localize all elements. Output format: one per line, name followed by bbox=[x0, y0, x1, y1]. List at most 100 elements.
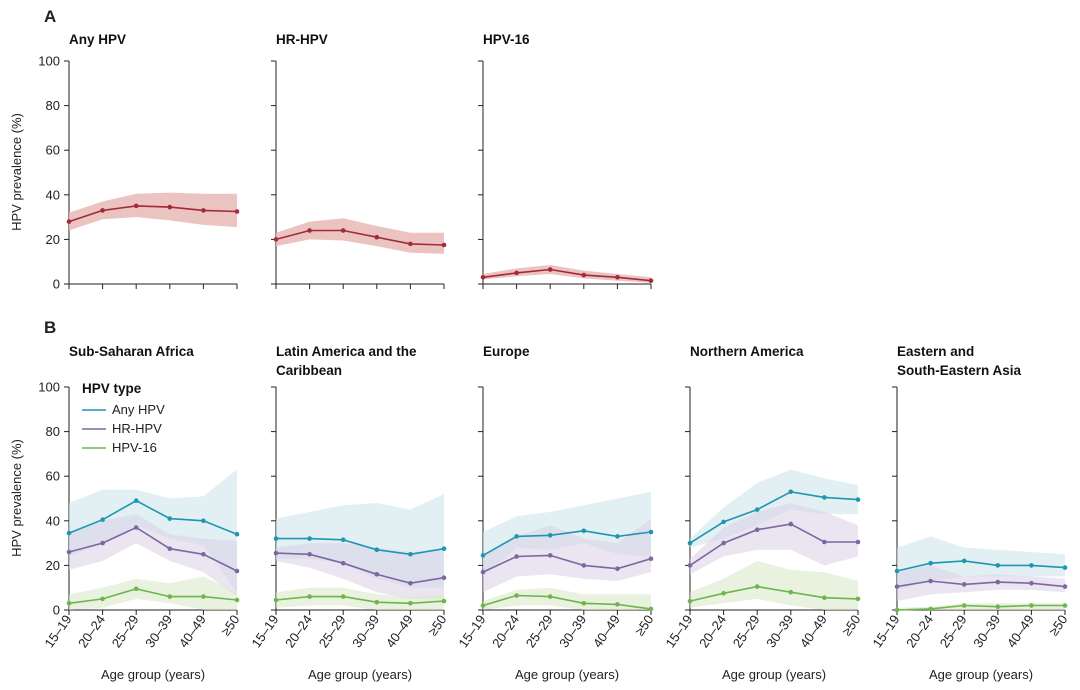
x-tick-label: 15–19 bbox=[248, 612, 281, 650]
data-point-hr-hpv bbox=[721, 540, 726, 546]
x-tick-label: 20–24 bbox=[903, 612, 936, 650]
x-tick-label: ≥50 bbox=[218, 612, 243, 638]
data-point-hr-hpv bbox=[961, 582, 967, 587]
data-point-hpv-16 bbox=[340, 594, 346, 599]
data-point-hpv-16 bbox=[167, 594, 173, 599]
chart-title: HR-HPV bbox=[276, 32, 328, 47]
data-point-hpv-16 bbox=[581, 601, 587, 606]
y-tick-label: 20 bbox=[46, 232, 60, 247]
panel-a-y-axis-label: HPV prevalence (%) bbox=[9, 113, 24, 231]
x-tick-label: 15–19 bbox=[41, 612, 74, 650]
data-point-any-hpv bbox=[754, 507, 760, 512]
y-tick-label: 80 bbox=[46, 98, 60, 113]
data-point-hpv-16 bbox=[581, 272, 587, 278]
data-point-hpv-16 bbox=[234, 597, 240, 603]
chart-europe: Europe 15–19 20–24 25–29 30–39 40–49 ≥50 Age gr… bbox=[455, 344, 656, 682]
chart-latin-america-and-the-caribbean: Latin America and the Caribbean 15–19 20–24… bbox=[248, 344, 449, 682]
data-point-hr-hpv bbox=[1062, 584, 1068, 589]
data-point-hpv-16 bbox=[66, 601, 72, 606]
data-point-any-hpv bbox=[1029, 563, 1034, 568]
data-point-hr-hpv bbox=[615, 566, 620, 571]
data-point-hr-hpv bbox=[340, 228, 346, 233]
data-point-any-hpv bbox=[721, 519, 726, 525]
data-point-hr-hpv bbox=[441, 575, 447, 580]
data-point-hpv-16 bbox=[514, 593, 519, 598]
ci-band-hpv-16 bbox=[483, 265, 651, 283]
panel-a-letter: A bbox=[44, 7, 56, 26]
data-point-any-hpv bbox=[480, 553, 486, 558]
x-tick-label: 30–39 bbox=[556, 612, 589, 650]
chart-hpv-16: HPV-16 bbox=[478, 32, 654, 289]
data-point-hpv-16 bbox=[822, 595, 827, 600]
data-point-hpv-16 bbox=[961, 603, 967, 608]
x-tick-label: 40–49 bbox=[383, 612, 416, 650]
hpv-type-legend: HPV type Any HPV HR-HPV HPV-16 bbox=[82, 381, 165, 455]
data-point-any-hpv bbox=[234, 209, 240, 214]
ci-band-hpv-16 bbox=[690, 560, 858, 610]
legend-hpv16-label: HPV-16 bbox=[112, 440, 157, 455]
x-tick-label: 40–49 bbox=[1004, 612, 1037, 650]
legend-hr-hpv-label: HR-HPV bbox=[112, 421, 162, 436]
x-tick-label: 30–39 bbox=[970, 612, 1003, 650]
x-tick-label: ≥50 bbox=[839, 612, 864, 638]
data-point-hpv-16 bbox=[648, 606, 654, 612]
data-point-any-hpv bbox=[307, 536, 312, 541]
data-point-any-hpv bbox=[201, 518, 206, 524]
data-point-hpv-16 bbox=[615, 275, 620, 280]
panel-b-letter: B bbox=[44, 318, 56, 337]
series-line-hr-hpv bbox=[68, 526, 238, 572]
x-tick-label: 15–19 bbox=[455, 612, 488, 650]
data-point-any-hpv bbox=[961, 558, 967, 564]
ci-band-hpv-16 bbox=[483, 587, 651, 610]
series-line-any-hpv bbox=[482, 529, 652, 557]
x-tick-label: ≥50 bbox=[1046, 612, 1071, 638]
ci-band-hr-hpv bbox=[483, 518, 651, 593]
data-point-any-hpv bbox=[441, 546, 447, 551]
data-point-hpv-16 bbox=[687, 598, 693, 604]
x-tick-label: 30–39 bbox=[349, 612, 382, 650]
data-point-hr-hpv bbox=[66, 549, 72, 555]
series-line-any-hpv bbox=[68, 205, 238, 223]
chart-title: Eastern and South-Eastern Asia bbox=[897, 344, 1022, 378]
x-tick-label: 25–29 bbox=[937, 612, 970, 650]
data-point-hr-hpv bbox=[234, 568, 240, 574]
x-tick-label: 20–24 bbox=[696, 612, 729, 650]
data-point-hr-hpv bbox=[307, 552, 312, 557]
y-tick-label: 60 bbox=[46, 143, 60, 158]
chart-title: Latin America and the Caribbean bbox=[276, 344, 417, 378]
data-point-hpv-16 bbox=[788, 589, 794, 595]
data-point-hr-hpv bbox=[100, 540, 105, 546]
data-point-hr-hpv bbox=[855, 539, 861, 545]
data-point-hpv-16 bbox=[307, 594, 312, 599]
data-point-hr-hpv bbox=[894, 584, 900, 589]
data-point-any-hpv bbox=[995, 563, 1001, 568]
data-point-hpv-16 bbox=[273, 597, 279, 603]
series-line-hpv-16 bbox=[275, 595, 445, 605]
data-point-hr-hpv bbox=[1029, 580, 1034, 586]
chart-northern-america: Northern America 15–19 20–24 25–29 30–39 40–4… bbox=[662, 344, 863, 682]
ci-band-hr-hpv bbox=[276, 218, 444, 254]
series-line-hpv-16 bbox=[482, 594, 652, 610]
x-tick-label: 30–39 bbox=[142, 612, 175, 650]
data-point-hpv-16 bbox=[374, 599, 380, 605]
x-axis-label: Age group (years) bbox=[308, 667, 412, 682]
x-axis-label: Age group (years) bbox=[722, 667, 826, 682]
series-line-hr-hpv bbox=[482, 554, 652, 573]
chart-title: Europe bbox=[483, 344, 530, 359]
y-tick-label: 60 bbox=[46, 469, 60, 484]
series-line-hr-hpv bbox=[689, 523, 858, 567]
x-tick-label: 25–29 bbox=[109, 612, 142, 650]
data-point-any-hpv bbox=[615, 534, 620, 539]
data-point-any-hpv bbox=[408, 552, 413, 557]
data-point-any-hpv bbox=[167, 204, 173, 210]
data-point-hr-hpv bbox=[167, 546, 173, 551]
data-point-hr-hpv bbox=[480, 569, 486, 575]
data-point-any-hpv bbox=[648, 529, 654, 535]
y-tick-label: 0 bbox=[53, 277, 60, 292]
data-point-hpv-16 bbox=[514, 270, 519, 276]
data-point-hr-hpv bbox=[133, 525, 139, 530]
chart-hr-hpv: HR-HPV bbox=[271, 32, 447, 289]
data-point-hpv-16 bbox=[441, 598, 447, 604]
y-tick-label: 0 bbox=[53, 603, 60, 618]
